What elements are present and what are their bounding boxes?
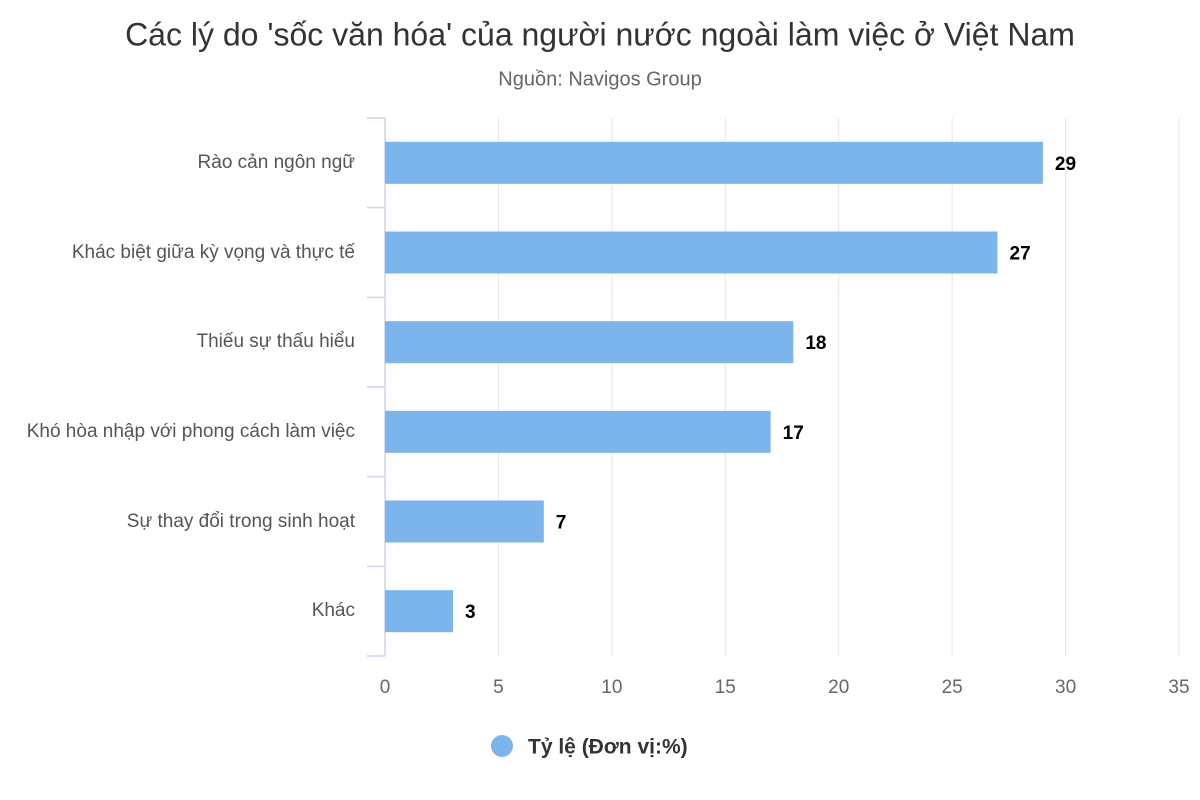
data-label: 27 <box>1010 244 1031 265</box>
bar <box>385 410 771 453</box>
legend-marker <box>491 735 513 757</box>
y-tick-label: Khác <box>311 600 355 622</box>
x-tick-label: 15 <box>715 677 736 698</box>
y-tick-label: Sự thay đổi trong sinh hoạt <box>126 510 355 532</box>
data-label: 18 <box>805 333 826 354</box>
data-label: 3 <box>465 602 476 623</box>
chart-subtitle: Nguồn: Navigos Group <box>498 68 701 90</box>
y-tick-label: Thiếu sự thấu hiểu <box>196 331 356 353</box>
legend-label: Tỷ lệ (Đơn vị:%) <box>528 736 688 759</box>
y-tick-label: Rào cản ngôn ngữ <box>197 151 355 173</box>
x-tick-label: 5 <box>493 677 504 698</box>
data-label: 17 <box>783 423 804 444</box>
x-tick-label: 25 <box>942 677 963 698</box>
x-tick-label: 20 <box>828 677 849 698</box>
data-label: 7 <box>556 513 567 534</box>
bar <box>385 321 794 364</box>
bar <box>385 590 454 633</box>
bar <box>385 500 544 543</box>
chart-title: Các lý do 'sốc văn hóa' của người nước n… <box>125 16 1075 52</box>
y-tick-label: Khác biệt giữa kỳ vọng và thực tế <box>71 241 355 263</box>
x-tick-label: 0 <box>380 677 391 698</box>
y-tick-label: Khó hòa nhập với phong cách làm việc <box>26 420 355 442</box>
x-tick-label: 10 <box>601 677 622 698</box>
bar <box>385 141 1043 184</box>
data-label: 29 <box>1055 154 1076 175</box>
x-tick-label: 35 <box>1168 677 1189 698</box>
bar <box>385 231 998 274</box>
x-tick-label: 30 <box>1055 677 1076 698</box>
